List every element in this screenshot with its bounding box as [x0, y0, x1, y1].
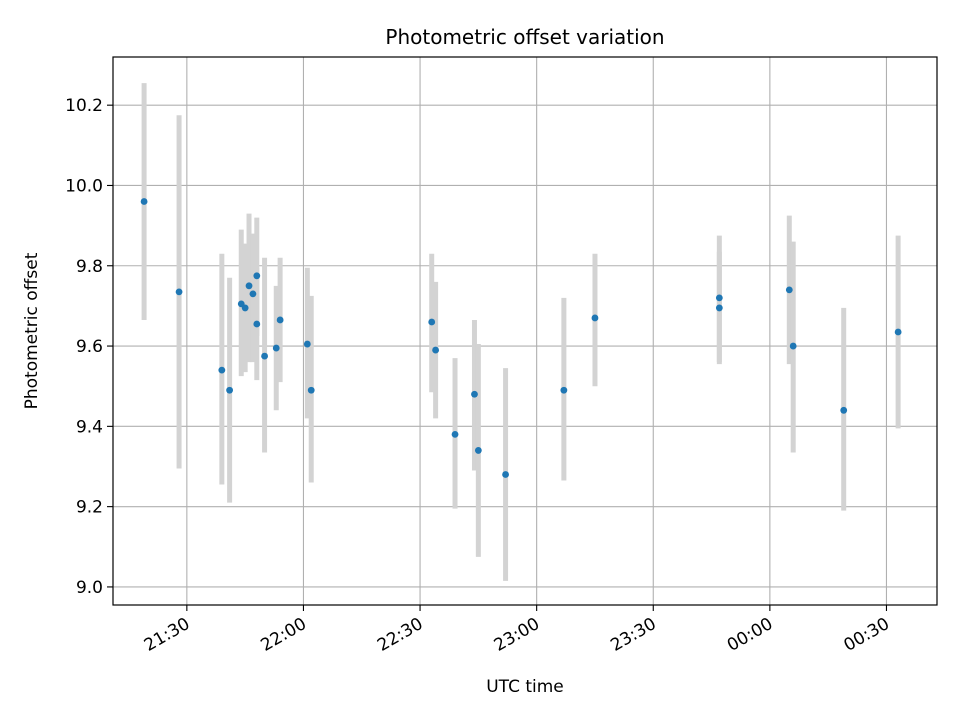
y-tick-label: 9.0	[76, 578, 103, 598]
data-point	[241, 304, 249, 312]
data-point	[428, 318, 436, 326]
y-tick-label: 9.8	[76, 257, 103, 277]
x-axis-label: UTC time	[486, 677, 564, 697]
data-point	[715, 294, 723, 302]
y-tick-label: 9.6	[76, 337, 103, 357]
data-point	[432, 346, 440, 354]
data-point	[276, 316, 284, 324]
data-point	[261, 352, 268, 360]
data-point	[789, 342, 797, 350]
y-tick-label: 9.2	[76, 498, 103, 518]
data-point	[591, 314, 599, 322]
data-point	[253, 320, 261, 328]
data-point	[303, 340, 311, 348]
plot-frame	[112, 56, 938, 606]
data-point	[715, 304, 723, 312]
data-point	[226, 386, 234, 394]
data-point	[451, 430, 459, 438]
y-tick-label: 9.4	[76, 417, 103, 437]
chart-title: Photometric offset variation	[385, 25, 664, 49]
data-point	[218, 366, 226, 374]
data-point	[253, 272, 261, 280]
data-point	[307, 386, 315, 394]
data-point	[785, 286, 793, 294]
y-tick-label: 10.0	[65, 176, 103, 196]
data-point	[502, 471, 509, 478]
data-point	[245, 282, 253, 290]
data-point	[894, 328, 902, 336]
data-point	[249, 290, 257, 298]
data-point	[471, 390, 478, 398]
data-point	[140, 198, 148, 205]
grid-lines	[113, 57, 937, 605]
y-axis-ticks: 9.0 9.2 9.4 9.6 9.8 10.0 10.2	[65, 96, 113, 598]
data-point	[474, 447, 482, 454]
data-point	[560, 386, 568, 394]
data-points	[140, 198, 902, 478]
data-point	[840, 406, 848, 414]
data-point	[175, 288, 183, 296]
y-axis-label: Photometric offset	[22, 252, 42, 409]
data-point	[272, 344, 280, 352]
y-tick-label: 10.2	[65, 96, 103, 116]
